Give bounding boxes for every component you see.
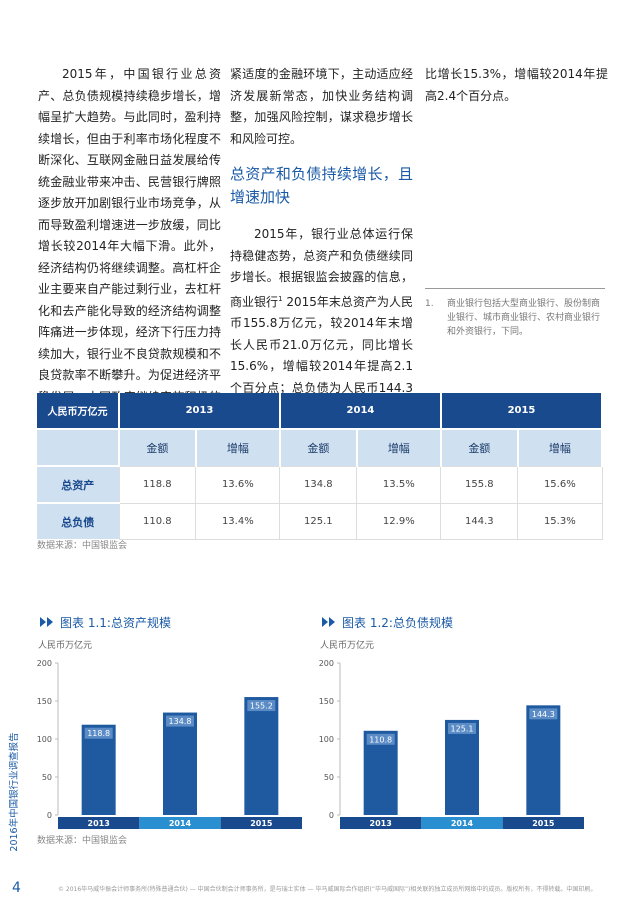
cell: 155.8 [440,465,519,504]
x-tick-label: 2015 [532,819,555,828]
y-tick-label: 0 [47,811,52,820]
axis-band [502,817,584,829]
y-tick-label: 50 [42,773,52,782]
data-label: 110.8 [369,735,392,744]
footnote-marker: 1. [425,299,434,309]
subheader-row: 金额 增幅 金额 增幅 金额 增幅 [37,428,604,466]
cell: 13.4% [195,502,281,540]
axis-band [421,817,503,829]
subheader-cell: 金额 [119,428,197,466]
subheader-cell: 增幅 [356,428,442,466]
x-tick-label: 2014 [169,819,192,828]
y-tick-label: 100 [37,735,52,744]
header-cell: 人民币万亿元 [37,393,120,429]
y-tick-label: 50 [324,773,334,782]
cell: 13.5% [356,465,442,504]
label-box [166,715,194,727]
column: 比增长15.3%，增幅较2014年提高2.4个百分点。 [425,64,608,107]
data-label: 134.8 [169,717,192,726]
subheader-cell: 增幅 [195,428,281,466]
cell: 13.6% [195,465,281,504]
axis-band [340,817,422,829]
table-row: 总负债 110.8 13.4% 125.1 12.9% 144.3 15.3% [37,502,603,540]
data-label: 144.3 [532,710,555,719]
header-row: 人民币万亿元 2013 2014 2015 [37,393,604,429]
column: 2015年，中国银行业总资产、总负债规模持续稳步增长，增幅呈扩大趋势。与此同时，… [38,64,221,451]
header-cell: 2014 [279,393,442,429]
column: 紧适度的金融环境下，主动适应经济发展新常态，加快业务结构调整，加强风险控制，谋求… [230,64,413,442]
paragraph: 比增长15.3%，增幅较2014年提高2.4个百分点。 [425,67,608,103]
chart-title: 图表 1.2:总负债规模 [342,615,453,630]
bar [81,724,116,815]
chart-title: 图表 1.1:总资产规模 [60,615,171,630]
cell: 15.6% [517,465,603,504]
section-heading: 总资产和负债持续增长，且增速加快 [230,165,413,206]
cell: 12.9% [356,502,442,540]
cell: 144.3 [440,502,519,540]
y-tick-label: 150 [37,697,52,706]
axis-title: 人民币万亿元 [38,639,92,651]
x-tick-label: 2013 [370,819,392,828]
data-table: 人民币万亿元 2013 2014 2015 金额 增幅 金额 增幅 金额 增幅 总资产 118.8 13… [37,393,604,540]
data-label: 125.1 [451,724,474,733]
label-box [366,733,395,745]
y-tick-label: 200 [319,659,334,668]
cell [37,428,120,466]
source: 数据来源：中国银监会 [37,541,128,551]
axis-band [139,817,221,829]
label-box [247,700,276,712]
y-tick-label: 150 [319,697,334,706]
label-box [84,727,113,739]
cell: 125.1 [279,502,358,540]
data-label: 118.8 [87,729,110,738]
text: 2015年，银行业总体运行保持稳健态势，总资产和负债继续同步增长。根据银监会披露… [230,227,413,309]
axis-title: 人民币万亿元 [320,639,374,651]
footnote: 1. 商业银行包括大型商业银行、股份制商业银行、城市商业银行、农村商业银行和外资银… [425,288,605,339]
bar [526,705,561,815]
label-box [529,708,558,720]
row-label: 总资产 [37,465,119,503]
footnote-ref: 1 [278,294,283,303]
axis-band [220,817,302,829]
paragraph: 2015年，中国银行业总资产、总负债规模持续稳步增长，增幅呈扩大趋势。与此同时，… [38,67,221,447]
table-row: 总资产 118.8 13.6% 134.8 13.5% 155.8 15.6% [37,465,603,504]
subheader-cell: 金额 [279,428,358,466]
title-icon [322,617,335,627]
subheader-cell: 增幅 [517,428,604,466]
row-label: 总负债 [37,502,119,539]
cell: 118.8 [118,465,197,504]
header-cell: 2013 [119,393,281,429]
x-tick-label: 2013 [88,819,110,828]
footnote-text: 商业银行包括大型商业银行、股份制商业银行、城市商业银行、农村商业银行和外资银行，… [447,299,601,337]
y-tick-label: 0 [329,811,334,820]
bar [445,719,479,815]
data-label: 155.2 [250,702,273,711]
label-box [448,722,476,734]
bar [163,712,197,815]
bar [363,730,398,815]
header-cell: 2015 [440,393,604,429]
x-tick-label: 2015 [250,819,273,828]
axis-band [58,817,140,829]
sidebar-title: 2016年中国银行业调查报告 [9,732,20,852]
paragraph: 紧适度的金融环境下，主动适应经济发展新常态，加快业务结构调整，加强风险控制，谋求… [230,67,413,146]
cell: 134.8 [279,465,358,504]
cell: 15.3% [517,502,603,540]
page-number: 4 [12,880,21,896]
x-tick-label: 2014 [451,819,474,828]
subheader-cell: 金额 [440,428,519,466]
footer: © 2016毕马威华振会计师事务所(特殊普通合伙) — 中国合伙制会计师事务所，… [58,886,597,893]
y-tick-label: 200 [37,659,52,668]
y-tick-label: 100 [319,735,334,744]
title-icon [40,617,53,627]
cell: 110.8 [118,502,197,540]
source: 数据来源：中国银监会 [37,836,128,846]
bar [244,697,279,815]
